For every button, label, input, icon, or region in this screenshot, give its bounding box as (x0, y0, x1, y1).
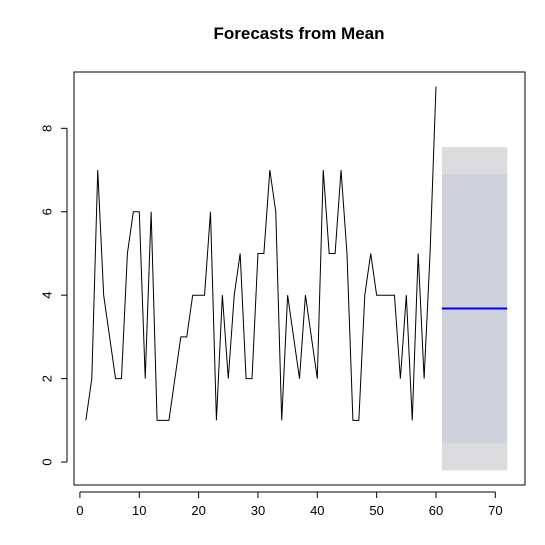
x-tick-label: 20 (191, 503, 205, 518)
x-tick-label: 0 (76, 503, 83, 518)
y-tick-label: 6 (39, 208, 54, 215)
series-group (85, 86, 437, 421)
x-axis: 0 10 20 30 40 50 60 70 (76, 491, 503, 518)
y-axis: 0 2 4 6 8 (39, 125, 68, 466)
chart-title: Forecasts from Mean (214, 24, 385, 43)
x-tick-label: 10 (132, 503, 146, 518)
y-tick-label: 4 (39, 292, 54, 299)
x-tick-label: 30 (251, 503, 265, 518)
plot-frame (73, 71, 526, 486)
y-tick-label: 8 (39, 125, 54, 132)
series-line (85, 86, 437, 421)
y-tick-label: 0 (39, 458, 54, 465)
x-tick-label: 60 (429, 503, 443, 518)
x-tick-label: 70 (488, 503, 502, 518)
x-tick-label: 50 (369, 503, 383, 518)
x-tick-label: 40 (310, 503, 324, 518)
y-tick-label: 2 (39, 375, 54, 382)
